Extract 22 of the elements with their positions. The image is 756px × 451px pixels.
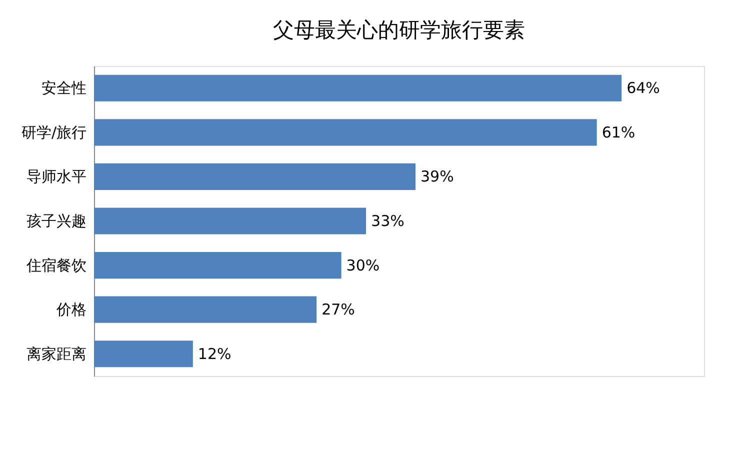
bar — [94, 74, 622, 102]
data-label: 12% — [198, 344, 232, 363]
data-label: 33% — [371, 212, 404, 230]
bar — [94, 208, 366, 234]
data-label: 61% — [602, 123, 636, 142]
bar — [94, 163, 416, 190]
y-tick-label: 导师水平 — [26, 168, 86, 186]
chart-title: 父母最关心的研学旅行要素 — [273, 18, 525, 42]
y-tick-label: 安全性 — [42, 79, 86, 98]
data-label: 30% — [346, 256, 380, 274]
y-tick-label: 离家距离 — [26, 344, 86, 363]
data-label: 39% — [420, 168, 454, 186]
bar — [94, 340, 193, 368]
bar — [94, 296, 317, 323]
y-tick-label: 孩子兴趣 — [26, 212, 86, 230]
bar — [94, 252, 342, 279]
y-tick-label: 价格 — [56, 300, 86, 319]
data-label: 27% — [322, 300, 355, 319]
y-tick-label: 研学/旅行 — [21, 123, 86, 142]
bar — [94, 119, 597, 146]
y-tick-label: 住宿餐饮 — [26, 256, 86, 274]
data-label: 64% — [626, 79, 660, 98]
